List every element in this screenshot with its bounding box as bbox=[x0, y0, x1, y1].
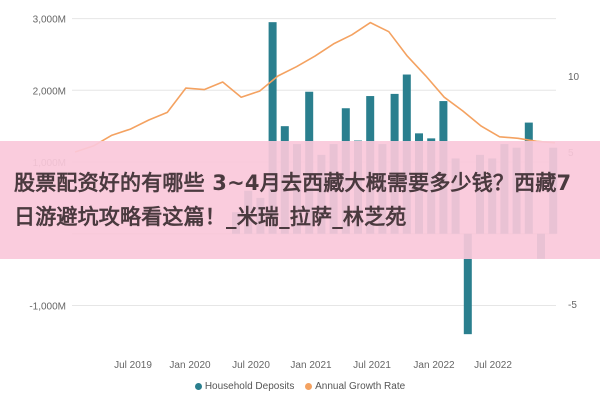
legend-item-annual-growth-rate: Annual Growth Rate bbox=[305, 381, 405, 392]
y-left-tick-label: 2,000M bbox=[33, 86, 66, 97]
bar bbox=[463, 233, 472, 335]
x-tick-label: Jul 2020 bbox=[232, 360, 270, 371]
overlay-headline[interactable]: 股票配资好的有哪些 3~4月去西藏大概需要多少钱？西藏7日游避坑攻略看这篇！_米… bbox=[14, 171, 572, 229]
y-right-tick-label: -5 bbox=[568, 300, 577, 311]
y-left-tick-label: 3,000M bbox=[33, 15, 66, 26]
x-tick-label: Jul 2019 bbox=[114, 360, 152, 371]
x-tick-label: Jan 2020 bbox=[169, 360, 211, 371]
legend: Household Deposits Annual Growth Rate bbox=[0, 381, 600, 393]
legend-label-household-deposits: Household Deposits bbox=[204, 381, 295, 392]
x-tick-label: Jul 2022 bbox=[474, 360, 512, 371]
growth-line bbox=[74, 21, 556, 153]
x-axis: Jul 2019 Jan 2020 Jul 2020 Jan 2021 Jul 2021… bbox=[114, 360, 512, 371]
x-tick-label: Jul 2021 bbox=[353, 360, 391, 371]
y-right-tick-label: 10 bbox=[568, 72, 580, 83]
legend-swatch-line bbox=[305, 383, 313, 390]
y-left-tick-label: -1,000M bbox=[29, 301, 66, 312]
legend-label-annual-growth-rate: Annual Growth Rate bbox=[315, 381, 406, 392]
bar bbox=[268, 22, 277, 234]
overlay-banner bbox=[0, 141, 600, 259]
legend-item-household-deposits: Household Deposits bbox=[194, 381, 295, 392]
legend-swatch-bar bbox=[194, 383, 202, 390]
x-tick-label: Jan 2021 bbox=[290, 360, 332, 371]
annual-growth-rate-line bbox=[74, 21, 556, 153]
x-tick-label: Jan 2022 bbox=[413, 360, 455, 371]
